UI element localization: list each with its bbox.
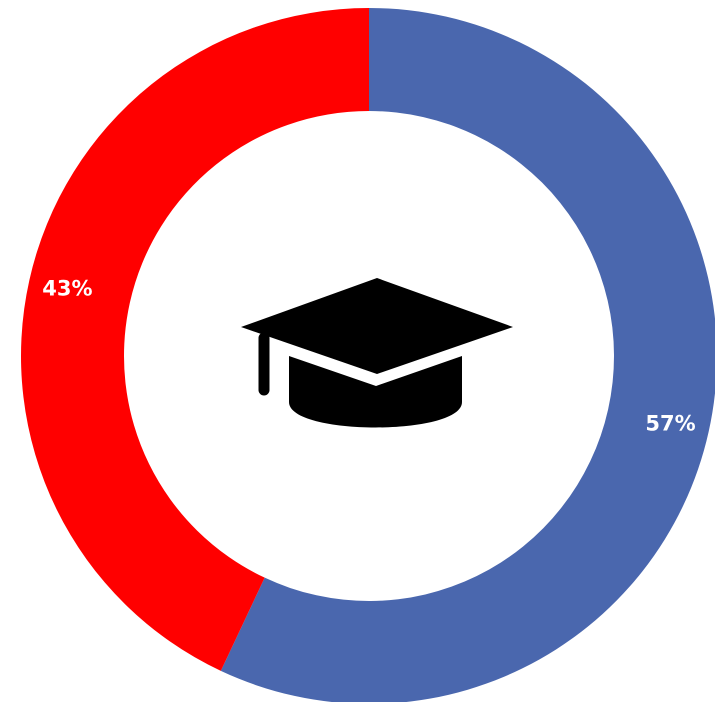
graduation-cap-icon	[241, 278, 513, 428]
donut-slice-0	[220, 8, 715, 702]
slice-label-1: 43%	[42, 277, 92, 301]
donut-slice-1	[20, 8, 370, 671]
labels-layer: 57% 43%	[42, 277, 695, 436]
slice-label-0: 57%	[645, 411, 695, 435]
slices-layer	[20, 8, 715, 702]
